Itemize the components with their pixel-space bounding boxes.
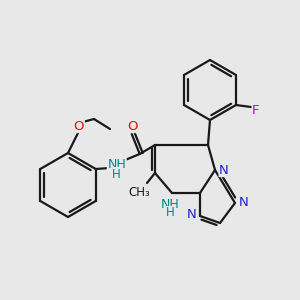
- Text: O: O: [74, 119, 84, 133]
- Text: F: F: [252, 104, 260, 118]
- Text: NH: NH: [160, 199, 179, 212]
- Text: O: O: [128, 119, 138, 133]
- Text: N: N: [239, 196, 249, 208]
- Text: H: H: [112, 167, 121, 181]
- Text: N: N: [219, 164, 229, 176]
- Text: N: N: [187, 208, 197, 220]
- Text: H: H: [166, 206, 174, 220]
- Text: NH: NH: [107, 158, 126, 170]
- Text: CH₃: CH₃: [128, 187, 150, 200]
